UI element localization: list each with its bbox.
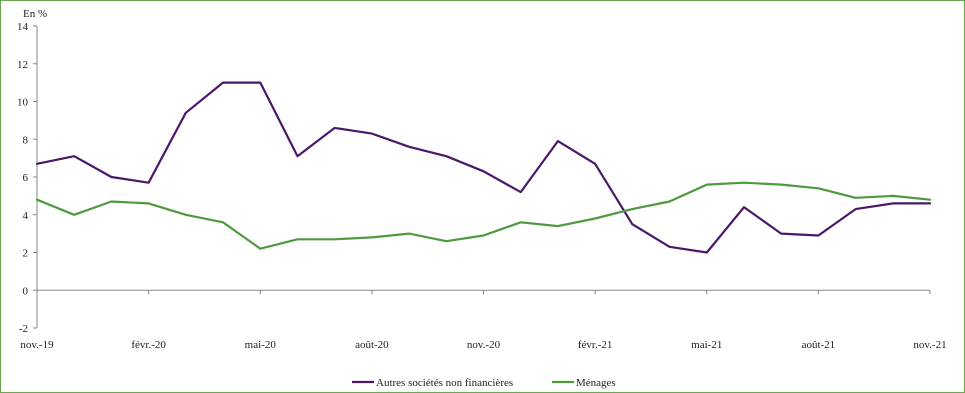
y-tick-label: 12 — [17, 59, 28, 71]
x-tick-label: mai-20 — [245, 339, 277, 351]
y-tick-label: 0 — [23, 285, 29, 297]
legend: Autres sociétés non financières Ménages — [352, 377, 616, 389]
series-lines — [35, 81, 932, 254]
y-tick-label: 14 — [17, 21, 29, 33]
y-tick-label: 2 — [23, 248, 29, 260]
x-tick-label: août-20 — [355, 339, 389, 351]
legend-label-2: Ménages — [576, 377, 616, 389]
series-line-2 — [35, 181, 932, 250]
series-line-1 — [35, 81, 932, 254]
y-tick-label: 10 — [17, 97, 29, 109]
x-tick-label: nov.-21 — [913, 339, 946, 351]
legend-label-1: Autres sociétés non financières — [376, 377, 513, 389]
y-tick-label: 6 — [23, 172, 29, 184]
y-tick-label: 8 — [23, 134, 29, 146]
x-tick-label: août-21 — [802, 339, 836, 351]
x-tick-label: nov.-20 — [467, 339, 501, 351]
x-tick-label: mai-21 — [691, 339, 722, 351]
y-axis-unit-label: En % — [23, 8, 47, 20]
y-tick-label: 4 — [23, 210, 29, 222]
x-tick-label: févr.-21 — [578, 339, 613, 351]
axes: -2 0 2 4 6 8 10 12 14 nov.-19 févr.-20 mai-20 août-2… — [17, 21, 947, 351]
y-tick-label: -2 — [19, 323, 28, 335]
x-tick-label: nov.-19 — [20, 339, 54, 351]
x-tick-label: févr.-20 — [131, 339, 166, 351]
